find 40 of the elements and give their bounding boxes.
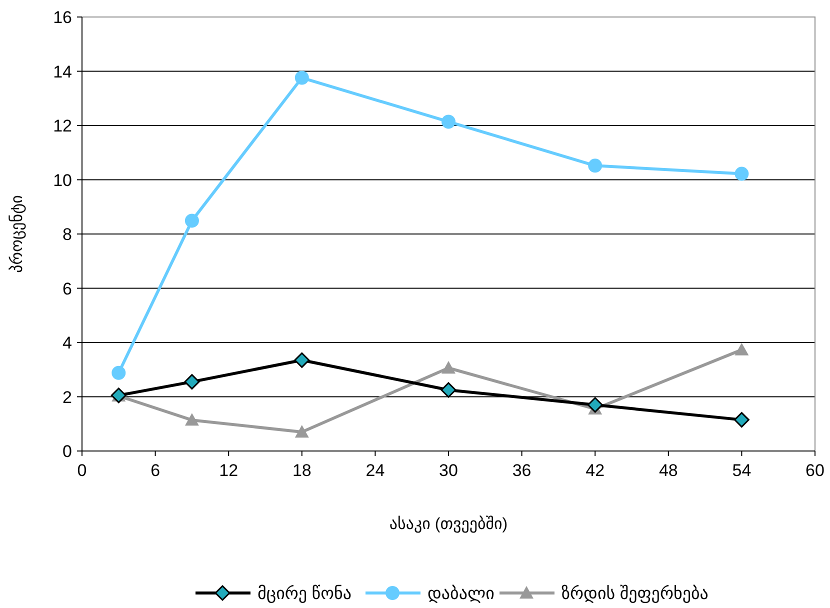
x-tick-label: 0: [77, 461, 87, 480]
y-tick-label: 10: [53, 170, 72, 190]
x-tick-label: 48: [658, 461, 678, 480]
x-tick-label: 30: [439, 461, 458, 480]
point: [442, 361, 456, 374]
point: [734, 166, 749, 181]
point: [184, 374, 200, 390]
x-tick-label: 42: [586, 461, 605, 480]
x-tick-label: 60: [806, 461, 824, 480]
point: [588, 158, 602, 173]
legend-label: ზრდის შეფერხება: [562, 584, 708, 604]
y-tick-label: 6: [62, 279, 72, 298]
point: [294, 352, 310, 368]
x-tick-label: 18: [292, 461, 312, 480]
point: [184, 214, 199, 228]
point: [112, 366, 126, 380]
y-tick-label: 16: [53, 8, 72, 27]
y-axis-title: პროცენტი: [8, 195, 26, 273]
point: [294, 425, 309, 438]
x-tick-label: 54: [732, 461, 752, 480]
point: [294, 70, 309, 85]
x-tick-label: 24: [366, 461, 385, 480]
point: [734, 412, 750, 428]
x-tick-label: 36: [512, 461, 532, 480]
y-tick-label: 0: [62, 442, 72, 461]
y-tick-label: 14: [53, 62, 72, 82]
point: [440, 382, 456, 398]
legend-label: მცირე წონა: [258, 584, 352, 604]
point: [184, 413, 199, 426]
point: [587, 397, 603, 413]
y-tick-label: 8: [62, 225, 72, 244]
legend-label: დაბალი: [428, 584, 494, 603]
point: [734, 342, 749, 356]
x-axis-title: ასაკი (თვეებში): [389, 515, 508, 533]
y-tick-label: 4: [62, 334, 72, 352]
x-tick-label: 6: [150, 461, 160, 480]
x-tick-label: 12: [219, 461, 238, 480]
y-tick-label: 2: [62, 388, 72, 407]
y-tick-label: 12: [53, 116, 72, 136]
point: [442, 114, 456, 129]
